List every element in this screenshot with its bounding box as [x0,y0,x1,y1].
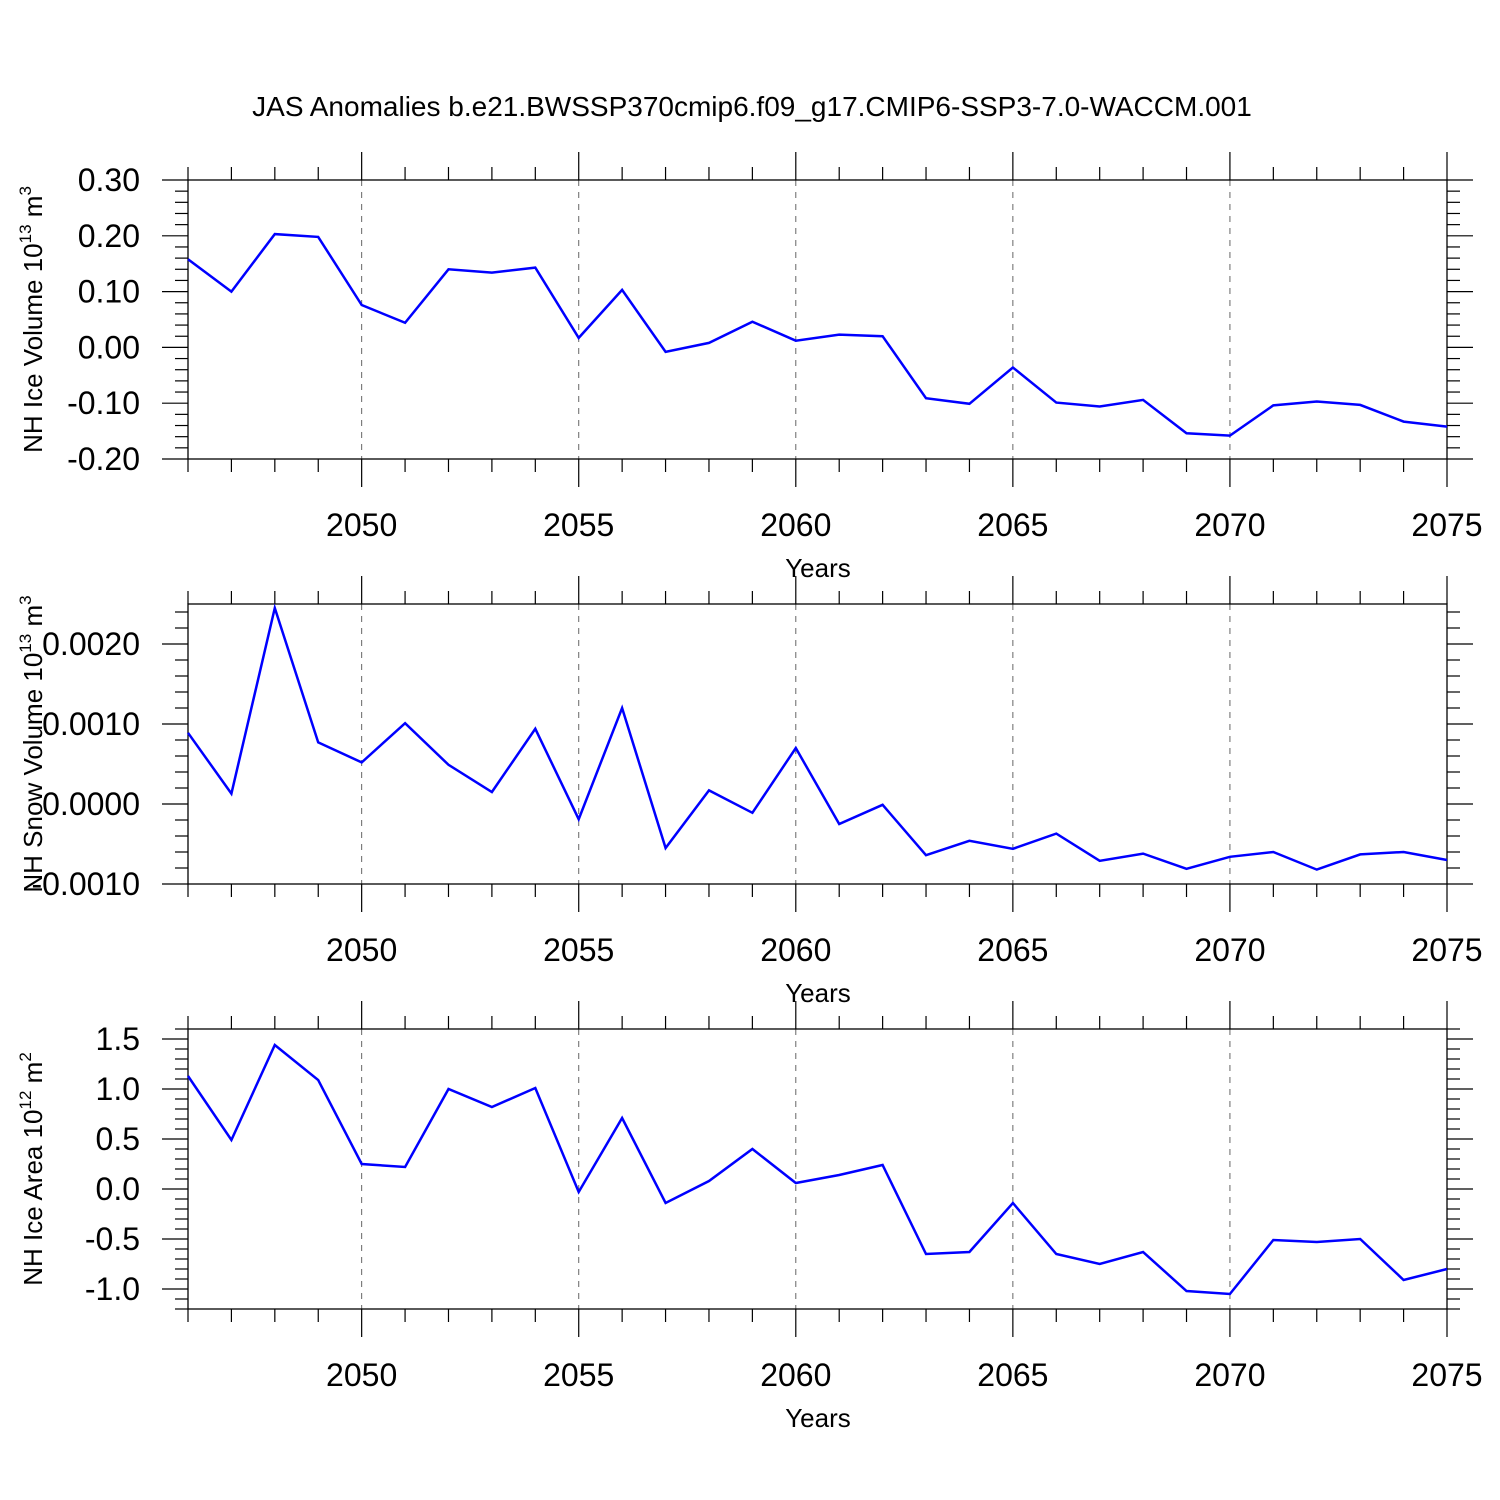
y-tick-label: 0.0020 [42,626,140,662]
x-tick-label: 2070 [1194,507,1265,543]
x-tick-label: 2060 [760,932,831,968]
x-tick-label: 2075 [1411,507,1482,543]
plot-frame [187,1028,1448,1310]
y-tick-label: -0.5 [85,1221,140,1257]
y-tick-label: -0.0010 [31,866,140,902]
y-tick-label: 0.0000 [42,786,140,822]
y-tick-label: -1.0 [85,1271,140,1307]
y-axis-title-part: m [18,605,48,634]
x-tick-label: 2055 [543,932,614,968]
x-tick-label: 2060 [760,1357,831,1393]
y-axis-title-part: m [18,1062,48,1091]
x-tick-label: 2070 [1194,1357,1265,1393]
y-axis-title-superscript: 3 [16,595,35,604]
y-axis-title: NH Snow Volume 1013 m3 [16,595,48,892]
data-series-line [186,603,1448,871]
panel-2: -0.0010 0.0000 0.0010 0.0020 2050 2055 2060 206… [16,576,1483,1008]
x-tick-label: 2050 [326,932,397,968]
x-tick-label: 2065 [977,1357,1048,1393]
y-axis-title-superscript: 13 [16,634,35,653]
plot-frame [187,603,1448,885]
x-tick-label: 2055 [543,1357,614,1393]
y-axis-title-part: NH Snow Volume 10 [18,653,48,893]
y-tick-label: 0.0010 [42,706,140,742]
y-axis-title-superscript: 13 [16,224,35,243]
y-tick-label: 0.5 [96,1121,140,1157]
y-axis-title-superscript: 3 [16,186,35,195]
y-tick-label: -0.20 [67,441,140,477]
x-axis-title: Years [785,978,851,1008]
y-axis-title: NH Ice Volume 1013 m3 [16,186,48,453]
x-tick-label: 2065 [977,932,1048,968]
y-tick-label: 0.10 [78,274,140,310]
y-axis-title-part: NH Ice Area 10 [18,1109,48,1285]
x-tick-label: 2055 [543,507,614,543]
x-tick-label: 2065 [977,507,1048,543]
y-axis-title-part: m [18,196,48,225]
panel-1: -0.20 -0.10 0.00 0.10 0.20 0.30 2050 2055 2060 20… [16,152,1483,583]
data-series-line [187,232,1448,437]
y-tick-label: 0.20 [78,218,140,254]
x-tick-label: 2075 [1411,932,1482,968]
y-axis-title-superscript: 12 [16,1091,35,1110]
y-tick-label: 1.0 [96,1071,140,1107]
figure-title: JAS Anomalies b.e21.BWSSP370cmip6.f09_g1… [252,91,1252,122]
x-axis-title: Years [785,1403,851,1433]
x-tick-label: 2075 [1411,1357,1482,1393]
data-series-line [186,1043,1448,1296]
y-tick-label: 1.5 [96,1021,140,1057]
y-axis-title-superscript: 2 [16,1052,35,1061]
panel-3: -1.0 -0.5 0.0 0.5 1.0 1.5 2050 2055 2060 2065 2070… [16,1001,1483,1433]
y-axis-title: NH Ice Area 1012 m2 [16,1052,48,1286]
plot-frame [187,179,1448,460]
x-tick-label: 2070 [1194,932,1265,968]
y-tick-label: -0.10 [67,385,140,421]
y-tick-label: 0.0 [96,1171,140,1207]
x-axis-title: Years [785,553,851,583]
y-tick-label: 0.30 [78,162,140,198]
x-tick-label: 2050 [326,1357,397,1393]
y-axis-title-part: NH Ice Volume 10 [18,243,48,453]
x-tick-label: 2060 [760,507,831,543]
y-tick-label: 0.00 [78,329,140,365]
x-tick-label: 2050 [326,507,397,543]
